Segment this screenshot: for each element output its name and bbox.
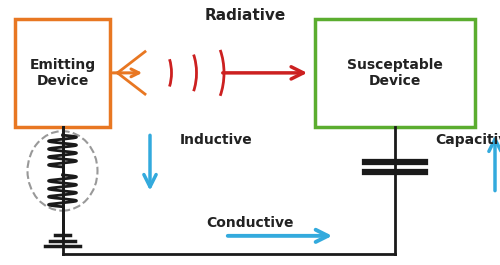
- Text: Inductive: Inductive: [180, 134, 253, 147]
- Text: Capacitive: Capacitive: [435, 134, 500, 147]
- Text: Susceptable
Device: Susceptable Device: [347, 58, 443, 88]
- Bar: [15, 19, 110, 127]
- Text: Conductive: Conductive: [206, 216, 294, 229]
- Text: Radiative: Radiative: [204, 8, 286, 23]
- Text: Emitting
Device: Emitting Device: [30, 58, 96, 88]
- Bar: [315, 19, 475, 127]
